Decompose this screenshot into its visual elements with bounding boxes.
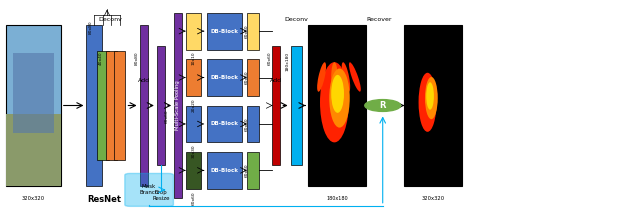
Text: ResNet: ResNet	[87, 195, 122, 204]
Text: Recover: Recover	[367, 17, 392, 22]
FancyBboxPatch shape	[157, 46, 165, 165]
FancyBboxPatch shape	[186, 13, 201, 50]
Text: 180x180: 180x180	[286, 52, 290, 71]
Text: 60x60: 60x60	[192, 191, 196, 205]
FancyBboxPatch shape	[6, 114, 61, 186]
Text: Add: Add	[138, 78, 150, 83]
FancyBboxPatch shape	[6, 25, 61, 186]
Ellipse shape	[320, 62, 349, 142]
Text: Deconv: Deconv	[98, 17, 122, 22]
Text: 60x60: 60x60	[268, 52, 271, 65]
Text: 20x20: 20x20	[192, 98, 196, 112]
FancyBboxPatch shape	[186, 59, 201, 96]
Text: Deconv: Deconv	[284, 17, 308, 22]
Text: 80x80: 80x80	[88, 20, 92, 34]
Ellipse shape	[426, 82, 434, 110]
FancyBboxPatch shape	[207, 59, 242, 96]
FancyBboxPatch shape	[125, 173, 173, 206]
FancyBboxPatch shape	[186, 152, 201, 189]
Ellipse shape	[332, 62, 338, 92]
Ellipse shape	[419, 73, 436, 132]
Ellipse shape	[342, 62, 350, 92]
Text: DB-Block: DB-Block	[211, 75, 238, 80]
Text: 180x180: 180x180	[326, 196, 348, 201]
FancyBboxPatch shape	[140, 25, 148, 186]
FancyBboxPatch shape	[106, 51, 117, 160]
Text: 60x60: 60x60	[245, 164, 249, 177]
Text: 10x10: 10x10	[192, 52, 196, 65]
FancyBboxPatch shape	[247, 13, 259, 50]
Text: 320x320: 320x320	[22, 196, 45, 201]
FancyBboxPatch shape	[207, 152, 242, 189]
FancyBboxPatch shape	[97, 51, 109, 160]
FancyBboxPatch shape	[13, 53, 54, 133]
FancyBboxPatch shape	[247, 106, 259, 142]
Text: Multi-Scale Pooling: Multi-Scale Pooling	[175, 81, 180, 130]
FancyBboxPatch shape	[186, 106, 201, 142]
Ellipse shape	[349, 62, 361, 92]
FancyBboxPatch shape	[308, 25, 366, 186]
Text: 80x80: 80x80	[135, 52, 139, 65]
FancyBboxPatch shape	[114, 51, 125, 160]
Text: Crop
Resize: Crop Resize	[152, 190, 170, 201]
Text: DB-Block: DB-Block	[211, 168, 238, 173]
Text: 30x30: 30x30	[192, 145, 196, 158]
FancyBboxPatch shape	[272, 46, 280, 165]
FancyBboxPatch shape	[207, 13, 242, 50]
Text: 60x60: 60x60	[165, 109, 169, 123]
FancyBboxPatch shape	[247, 59, 259, 96]
Text: 320x320: 320x320	[422, 196, 445, 201]
Text: 60x60: 60x60	[245, 24, 249, 38]
FancyBboxPatch shape	[207, 106, 242, 142]
Ellipse shape	[317, 62, 326, 92]
Text: DB-Block: DB-Block	[211, 122, 238, 126]
Text: 60x60: 60x60	[245, 117, 249, 131]
Ellipse shape	[425, 77, 438, 119]
Text: DB-Block: DB-Block	[211, 29, 238, 34]
Text: Mask
Branch: Mask Branch	[140, 184, 159, 195]
FancyBboxPatch shape	[291, 46, 302, 165]
Text: 60x60: 60x60	[245, 71, 249, 84]
FancyBboxPatch shape	[86, 25, 102, 186]
Ellipse shape	[329, 69, 349, 128]
Text: 40x40: 40x40	[99, 52, 103, 65]
FancyBboxPatch shape	[247, 152, 259, 189]
Ellipse shape	[332, 75, 344, 113]
FancyBboxPatch shape	[174, 13, 182, 198]
FancyBboxPatch shape	[404, 25, 462, 186]
Circle shape	[365, 100, 401, 111]
Text: Add: Add	[270, 78, 282, 83]
Text: R: R	[380, 101, 386, 110]
